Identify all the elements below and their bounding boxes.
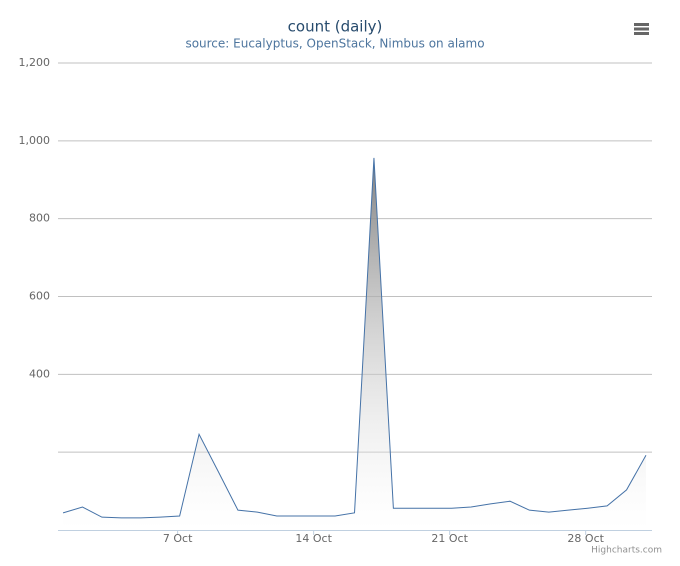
line xyxy=(62,157,647,519)
y-tick-label: 1,000 xyxy=(19,134,51,147)
y-tick-label: 600 xyxy=(29,290,50,303)
y-tick-label: 400 xyxy=(29,367,50,380)
chart-subtitle: source: Eucalyptus, OpenStack, Nimbus on… xyxy=(185,37,484,51)
area-fill xyxy=(63,157,646,530)
credits[interactable]: Highcharts.com xyxy=(591,546,662,556)
x-tick-label: 7 Oct xyxy=(163,532,193,545)
y-tick-label: 800 xyxy=(29,212,50,225)
menu-icon[interactable] xyxy=(634,23,649,35)
chart-title: count (daily) xyxy=(288,18,383,36)
y-tick-label: 1,200 xyxy=(19,56,51,69)
x-tick-label: 21 Oct xyxy=(431,532,468,545)
menu-button[interactable] xyxy=(628,18,656,40)
x-tick-label: 14 Oct xyxy=(295,532,332,545)
x-tick-label: 28 Oct xyxy=(567,532,604,545)
